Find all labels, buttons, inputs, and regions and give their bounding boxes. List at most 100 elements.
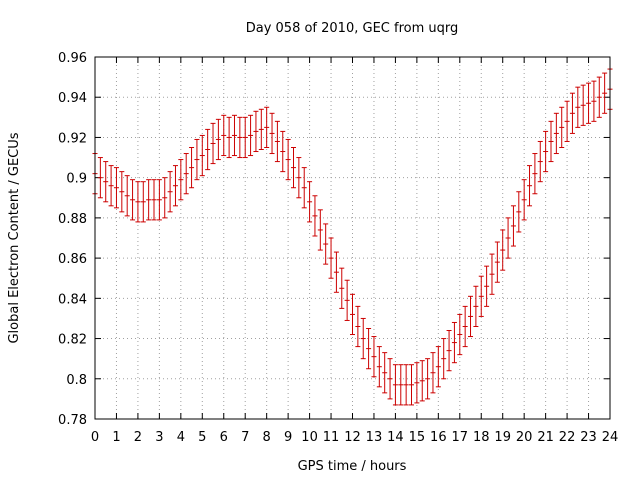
x-tick-label: 20 xyxy=(516,430,533,445)
x-axis-label: GPS time / hours xyxy=(298,459,407,474)
data-point xyxy=(237,116,243,159)
data-point xyxy=(516,191,522,233)
y-tick-label: 0.96 xyxy=(58,51,87,66)
data-point xyxy=(156,179,162,221)
x-tick-label: 18 xyxy=(473,430,490,445)
data-point xyxy=(151,179,157,221)
x-tick-label: 14 xyxy=(387,430,404,445)
data-point xyxy=(494,241,500,283)
x-tick-label: 19 xyxy=(494,430,511,445)
data-point xyxy=(596,76,602,118)
data-point xyxy=(489,253,495,295)
data-point xyxy=(296,157,302,199)
x-tick-label: 0 xyxy=(91,430,99,445)
data-point xyxy=(301,167,307,209)
x-tick-label: 2 xyxy=(134,430,142,445)
data-point xyxy=(130,179,136,221)
data-point xyxy=(451,321,457,364)
data-point xyxy=(473,285,479,327)
data-point xyxy=(108,165,114,207)
data-point xyxy=(478,275,484,317)
data-point xyxy=(307,181,313,223)
data-point xyxy=(113,167,119,209)
data-point xyxy=(312,195,318,237)
y-tick-label: 0.8 xyxy=(66,373,87,388)
data-point xyxy=(537,140,543,183)
data-point xyxy=(355,305,361,348)
data-point xyxy=(269,112,275,155)
data-point xyxy=(97,157,103,199)
x-tick-label: 10 xyxy=(301,430,318,445)
plot-frame xyxy=(94,56,611,420)
x-tick-label: 7 xyxy=(241,430,249,445)
data-point xyxy=(376,346,382,388)
data-point xyxy=(414,362,420,404)
data-point xyxy=(591,80,597,122)
data-point xyxy=(398,364,404,406)
data-point xyxy=(425,358,431,400)
data-point xyxy=(172,165,178,207)
data-point xyxy=(602,72,608,114)
y-tick-label: 0.78 xyxy=(58,413,87,428)
data-point xyxy=(344,279,350,321)
y-tick-label: 0.88 xyxy=(58,212,87,227)
data-point xyxy=(215,118,221,161)
data-point xyxy=(387,358,393,400)
data-point xyxy=(103,161,109,203)
x-tick-label: 22 xyxy=(559,430,576,445)
x-tick-label: 23 xyxy=(580,430,597,445)
data-point xyxy=(457,313,463,356)
grid xyxy=(95,57,610,419)
data-point xyxy=(484,265,490,307)
data-point xyxy=(403,364,409,406)
data-point xyxy=(419,360,425,402)
data-point xyxy=(178,159,184,201)
data-point xyxy=(527,165,533,207)
x-tick-labels: 0 1 2 3 4 5 6 7 8 9 10 11 12 13 14 15 16 17 18 19 20 21 22 23 24 xyxy=(91,430,618,445)
data-point xyxy=(258,108,264,151)
data-point xyxy=(274,120,280,163)
data-point xyxy=(500,229,506,271)
y-tick-label: 0.92 xyxy=(58,131,87,146)
data-point xyxy=(339,267,345,309)
data-point xyxy=(468,295,474,338)
x-tick-label: 1 xyxy=(112,430,120,445)
data-point xyxy=(371,336,377,378)
data-point xyxy=(430,352,436,394)
data-point xyxy=(317,209,323,251)
data-point xyxy=(242,116,248,159)
x-tick-label: 8 xyxy=(263,430,271,445)
data-point xyxy=(382,352,388,394)
chart-title: Day 058 of 2010, GEC from uqrg xyxy=(246,21,459,36)
data-point xyxy=(446,330,452,372)
x-tick-label: 4 xyxy=(177,430,185,445)
data-point xyxy=(409,364,415,406)
x-tick-label: 17 xyxy=(452,430,469,445)
data-point xyxy=(505,217,511,259)
data-point xyxy=(285,138,291,181)
x-tick-label: 11 xyxy=(323,430,340,445)
y-tick-label: 0.9 xyxy=(66,172,87,187)
data-point xyxy=(221,114,227,157)
data-point xyxy=(586,82,592,124)
data-point xyxy=(462,305,468,348)
x-tick-label: 15 xyxy=(409,430,426,445)
x-tick-label: 21 xyxy=(537,430,554,445)
data-point xyxy=(162,177,168,219)
data-point xyxy=(510,205,516,247)
y-tick-label: 0.82 xyxy=(58,333,87,348)
data-point xyxy=(548,120,554,163)
data-point xyxy=(521,179,527,221)
data-point xyxy=(253,110,259,153)
x-tick-label: 3 xyxy=(155,430,163,445)
error-bars xyxy=(92,68,613,406)
data-point xyxy=(569,92,575,134)
data-point xyxy=(194,138,200,181)
data-point xyxy=(532,153,538,195)
data-point xyxy=(248,114,254,157)
data-point xyxy=(323,223,329,265)
data-point xyxy=(441,338,447,380)
data-point xyxy=(124,175,130,217)
y-tick-label: 0.86 xyxy=(58,252,87,267)
